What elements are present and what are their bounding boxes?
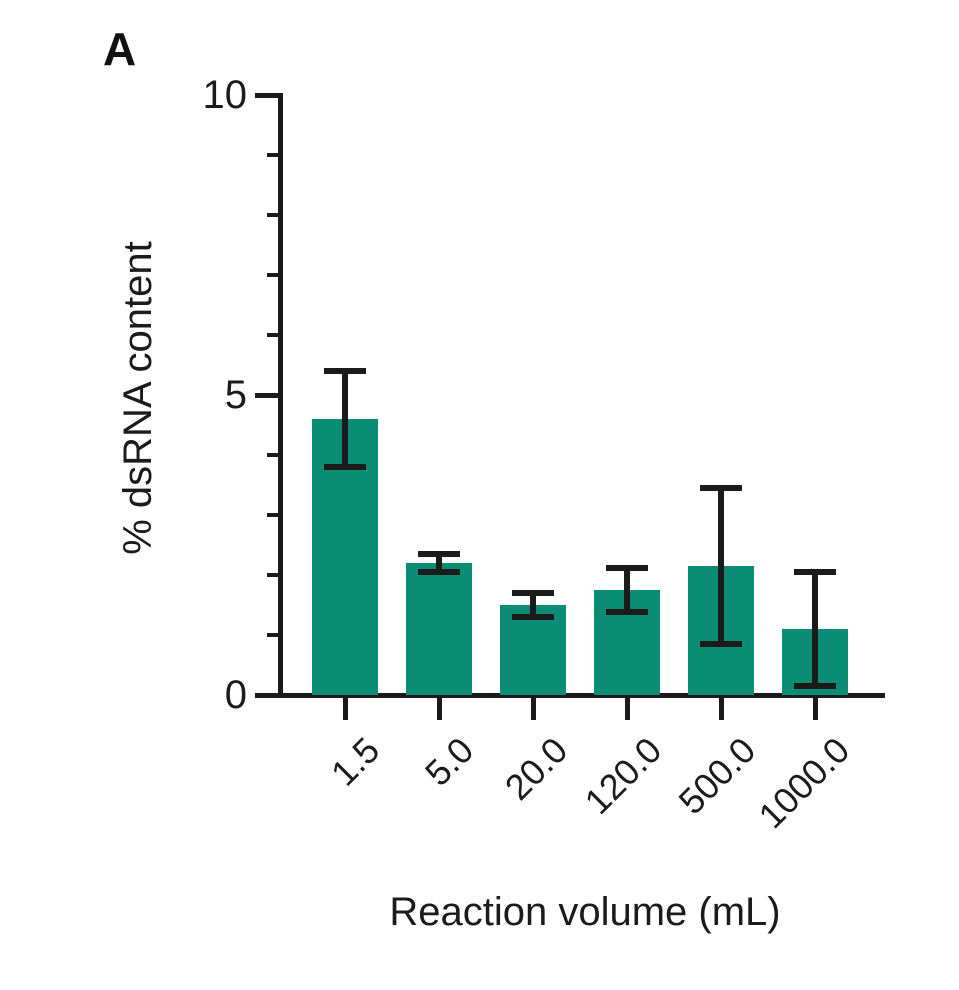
error-bar-cap-bottom (324, 464, 366, 470)
error-bar-cap-top (418, 551, 460, 557)
x-tick (625, 698, 630, 720)
y-major-tick (255, 393, 280, 398)
error-bar-cap-top (606, 564, 648, 571)
y-minor-tick (267, 633, 280, 637)
x-tick (343, 698, 348, 720)
x-tick (437, 698, 442, 720)
error-bar-cap-bottom (512, 614, 554, 620)
y-minor-tick (267, 453, 280, 457)
y-major-tick (255, 93, 280, 98)
x-tick (531, 698, 536, 720)
panel-label: A (103, 23, 137, 75)
y-minor-tick (267, 333, 280, 337)
x-tick (719, 698, 724, 720)
error-bar-cap-top (700, 485, 742, 491)
error-bar-cap-bottom (700, 641, 742, 647)
x-axis-title: Reaction volume (mL) (389, 890, 781, 934)
error-bar-cap-top (794, 569, 836, 575)
y-minor-tick (267, 273, 280, 277)
y-minor-tick (267, 573, 280, 577)
y-minor-tick (267, 153, 280, 157)
error-bar-line (812, 572, 818, 686)
y-tick-label: 10 (202, 73, 248, 117)
error-bar-cap-bottom (606, 609, 648, 616)
bar (500, 605, 566, 695)
error-bar-line (530, 593, 536, 617)
y-axis-line (278, 93, 283, 698)
bar (406, 563, 472, 695)
error-bar-cap-top (512, 590, 554, 596)
x-tick (813, 698, 818, 720)
y-minor-tick (267, 513, 280, 517)
error-bar-cap-bottom (794, 683, 836, 689)
y-tick-label: 5 (224, 373, 247, 417)
error-bar-cap-top (324, 368, 366, 374)
x-axis-line (255, 693, 885, 698)
error-bar-cap-bottom (418, 569, 460, 575)
y-tick-label: 0 (224, 673, 247, 717)
error-bar-line (436, 554, 442, 572)
error-bar-line (718, 488, 724, 644)
y-major-tick (255, 693, 280, 698)
y-minor-tick (267, 213, 280, 217)
error-bar-line (342, 371, 348, 467)
error-bar-line (624, 567, 630, 613)
